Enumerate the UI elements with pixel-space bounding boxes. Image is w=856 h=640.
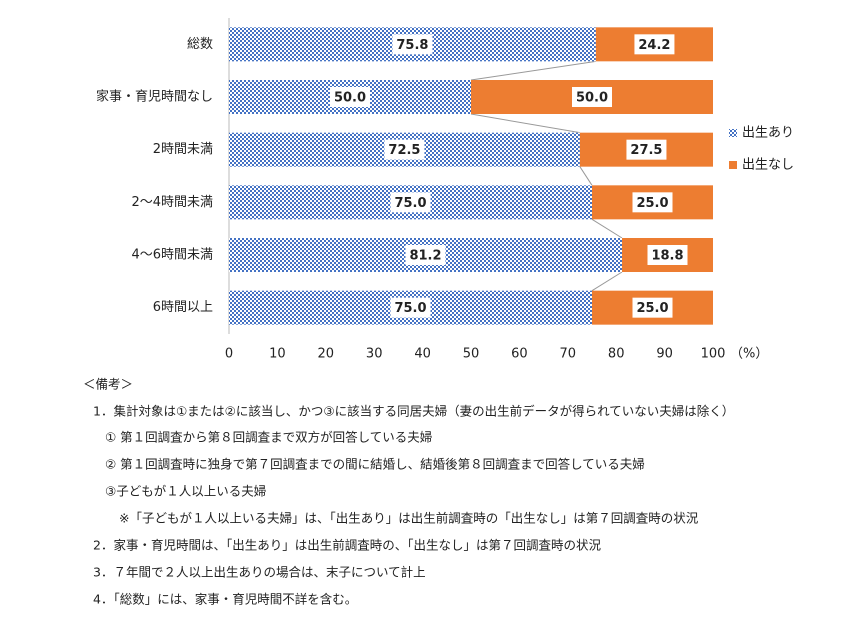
value-label: 75.0 [394, 301, 426, 316]
value-label: 50.0 [576, 91, 608, 106]
x-tick-label: 60 [511, 347, 528, 362]
value-label-bg [330, 87, 370, 107]
series-line [591, 218, 623, 239]
value-label: 81.2 [409, 249, 441, 264]
value-label: 18.8 [651, 249, 683, 264]
y-tick-label: 2時間未満 [153, 142, 213, 157]
note-line: ③子どもが１人以上いる夫婦 [105, 484, 266, 499]
note-line: 4．「総数」には、家事・育児時間不詳を含む。 [93, 592, 357, 607]
note-line: ＜備考＞ [83, 377, 133, 392]
value-label-bg [390, 192, 431, 213]
x-tick-label: 50 [463, 347, 480, 362]
value-label: 50.0 [334, 91, 366, 106]
y-tick-label: 6時間以上 [153, 300, 213, 315]
value-label: 75.0 [394, 196, 426, 211]
legend-label: 出生あり [742, 126, 794, 141]
series-line [591, 271, 623, 292]
note-line: ② 第１回調査時に独身で第７回調査までの間に結婚し、結婚後第８回調査まで回答して… [105, 457, 645, 472]
x-tick-label: 80 [608, 347, 625, 362]
value-label-bg [390, 297, 431, 318]
value-label-bg [392, 34, 433, 55]
value-label-bg [405, 245, 446, 265]
y-tick-label: 4～6時間未満 [131, 248, 213, 263]
note-line: 1．集計対象は①または②に該当し、かつ③に該当する同居夫婦（妻の出生前データが得… [93, 404, 734, 419]
series-line [579, 166, 593, 186]
x-tick-label: 0 [225, 347, 233, 362]
y-tick-label: 家事・育児時間なし [96, 89, 213, 105]
value-label-bg [626, 139, 667, 160]
x-tick-label: 20 [318, 347, 335, 362]
value-label: 25.0 [636, 196, 668, 211]
x-tick-label: 70 [560, 347, 577, 362]
legend-marker [729, 129, 737, 137]
value-label-bg [632, 297, 673, 318]
x-tick-label: 90 [656, 347, 673, 362]
value-label: 75.8 [396, 38, 428, 53]
y-tick-label: 総数 [187, 37, 213, 52]
x-tick-label: 40 [414, 347, 431, 362]
note-line: ※「子どもが１人以上いる夫婦」は、「出生あり」は出生前調査時の「出生なし」は第７… [119, 511, 699, 526]
value-label: 25.0 [636, 301, 668, 316]
x-tick-label: 10 [269, 347, 286, 362]
y-tick-label: 2～4時間未満 [131, 195, 213, 210]
series-line [470, 113, 580, 134]
x-tick-label: 30 [366, 347, 383, 362]
x-axis-label: （%） [730, 347, 768, 362]
value-label-bg [647, 245, 688, 265]
value-label: 27.5 [630, 143, 662, 158]
value-label: 72.5 [388, 143, 420, 158]
value-label: 24.2 [638, 38, 670, 53]
series-line [470, 60, 596, 81]
value-label-bg [384, 139, 425, 160]
value-label-bg [572, 87, 612, 107]
x-tick-label: 100 [701, 347, 726, 362]
note-line: 2．家事・育児時間は、「出生あり」は出生前調査時の、「出生なし」は第７回調査時の… [93, 538, 601, 553]
note-line: 3．７年間で２人以上出生ありの場合は、末子について計上 [93, 565, 426, 580]
legend-label: 出生なし [742, 158, 794, 173]
value-label-bg [634, 34, 675, 55]
legend-marker [729, 161, 737, 169]
value-label-bg [632, 192, 673, 213]
note-line: ① 第１回調査から第８回調査まで双方が回答している夫婦 [105, 430, 432, 445]
